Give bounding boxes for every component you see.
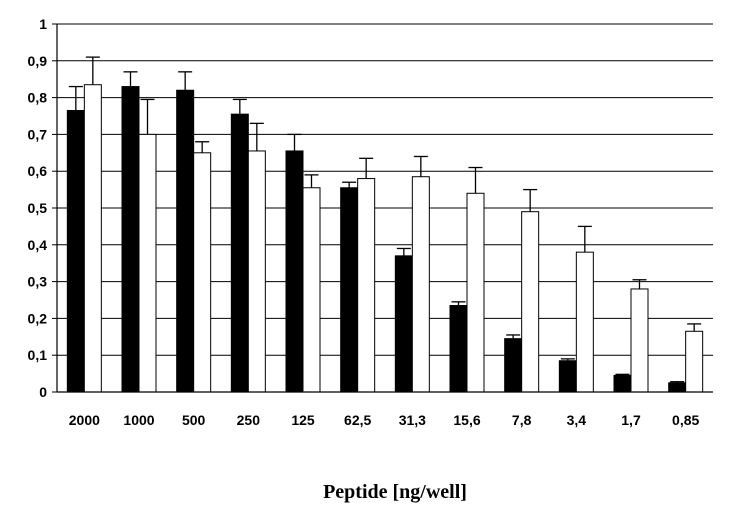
y-tick-label: 0,3 — [28, 274, 48, 290]
bar-series-1 — [230, 113, 249, 393]
x-tick-label: 7,8 — [512, 412, 532, 428]
bar-series-2 — [247, 150, 266, 393]
bar-series-1 — [449, 305, 468, 393]
x-tick-label: 125 — [291, 412, 315, 428]
bar-series-1 — [613, 374, 632, 393]
y-tick-label: 0,7 — [28, 126, 48, 142]
bars — [66, 84, 704, 393]
x-axis-label: Peptide [ng/well] — [323, 481, 467, 503]
x-tick-label: 31,3 — [399, 412, 426, 428]
x-tick-label: 3,4 — [567, 412, 587, 428]
y-tick-label: 0,5 — [28, 200, 48, 216]
y-tick-label: 0,6 — [28, 163, 48, 179]
bar-series-2 — [630, 288, 649, 393]
x-tick-label: 2000 — [69, 412, 100, 428]
bar-series-1 — [504, 338, 523, 393]
x-tick-labels: 2000 1000 500 250 125 62,5 31,3 15,6 7,8 3,4 1,7 0,… — [69, 412, 700, 428]
x-tick-label: 250 — [237, 412, 261, 428]
error-bars — [68, 56, 702, 383]
y-tick-label: 0 — [39, 384, 47, 400]
bar-series-1 — [340, 187, 359, 393]
bar-series-2 — [466, 192, 485, 393]
axes — [52, 23, 713, 393]
bar-series-1 — [285, 150, 304, 393]
bar-series-2 — [302, 187, 321, 393]
bar-series-2 — [411, 176, 430, 393]
bar-series-1 — [668, 382, 687, 393]
x-tick-label: 62,5 — [344, 412, 371, 428]
y-tick-label: 0,9 — [28, 53, 48, 69]
bar-series-2 — [357, 178, 376, 393]
bar-series-1 — [176, 89, 195, 393]
y-tick-label: 1 — [39, 16, 47, 32]
y-tick-label: 0,1 — [28, 347, 48, 363]
bar-series-2 — [575, 251, 594, 393]
bar-series-2 — [83, 84, 102, 393]
bar-series-2 — [685, 330, 704, 393]
bar-series-1 — [558, 360, 577, 393]
y-tick-labels: 0 0,1 0,2 0,3 0,4 0,5 0,6 0,7 0,8 0,9 1 — [28, 16, 48, 400]
bar-series-1 — [66, 109, 85, 393]
x-tick-label: 1,7 — [621, 412, 641, 428]
gridlines — [57, 23, 713, 356]
y-tick-label: 0,8 — [28, 90, 48, 106]
x-tick-label: 0,85 — [672, 412, 699, 428]
bar-series-2 — [521, 211, 540, 393]
bar-series-2 — [193, 152, 212, 393]
y-tick-label: 0,2 — [28, 310, 48, 326]
bar-series-2 — [138, 133, 157, 393]
x-tick-label: 500 — [182, 412, 206, 428]
bar-series-1 — [121, 86, 140, 393]
x-tick-label: 1000 — [123, 412, 154, 428]
y-tick-label: 0,4 — [28, 237, 48, 253]
x-tick-label: 15,6 — [453, 412, 480, 428]
bar-series-1 — [394, 255, 413, 393]
